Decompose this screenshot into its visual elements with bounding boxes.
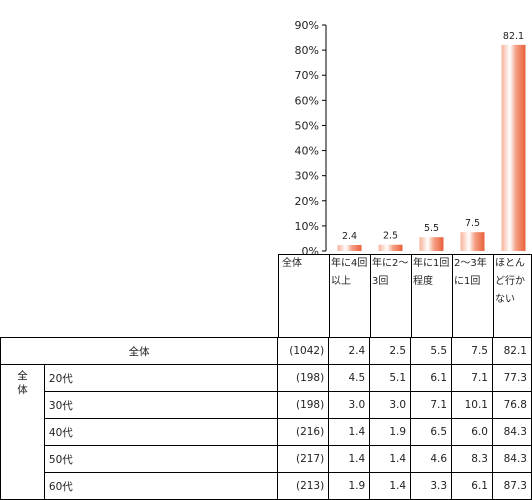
header-divider (493, 254, 494, 337)
row-n: (198) (277, 364, 330, 392)
table-row: 50代 (217) 1.4 1.4 4.6 8.3 84.3 (1, 445, 532, 473)
table-cell: 2.4 (328, 337, 371, 365)
bar (378, 244, 403, 251)
total-n: (1042) (277, 337, 330, 365)
table-row: 60代 (213) 1.9 1.4 3.3 6.1 87.3 (1, 472, 532, 500)
y-tick-label: 30% (295, 170, 319, 183)
row-n: (213) (277, 472, 330, 500)
table-cell: 82.1 (491, 337, 532, 365)
row-n: (216) (277, 418, 330, 446)
header-divider (329, 254, 330, 337)
table-cell: 77.3 (491, 364, 532, 392)
table-cell: 3.0 (369, 391, 412, 419)
bar-series: 2.4 2.5 5.5 7.5 82.1 (337, 31, 526, 252)
table-cell: 7.1 (451, 364, 493, 392)
header-divider (278, 254, 279, 337)
table-cell: 3.3 (410, 472, 453, 500)
row-label: 50代 (43, 445, 279, 473)
row-label: 20代 (43, 364, 279, 392)
category-label: 2～3年 に1回 (454, 258, 487, 287)
row-n: (198) (277, 391, 330, 419)
bar-chart: 0% 10% 20% 30% 40% 50% 60% 70% 80% 90% 2.4 2.5 5.5 7… (295, 19, 526, 258)
table-cell: 1.4 (328, 445, 371, 473)
header-divider (452, 254, 453, 337)
table-cell: 1.4 (328, 418, 371, 446)
category-label: 年に4回 以上 (331, 258, 368, 287)
y-axis: 0% 10% 20% 30% 40% 50% 60% 70% 80% 90% (295, 19, 327, 258)
bar-data-label: 7.5 (465, 218, 480, 229)
y-tick-label: 0% (302, 245, 319, 258)
bar (460, 232, 485, 251)
header-divider (370, 254, 371, 337)
table-cell: 5.5 (410, 337, 453, 365)
table-cell: 87.3 (491, 472, 532, 500)
data-table: 全体 (1042) 2.4 2.5 5.5 7.5 82.1 全 体 20代 (… (0, 337, 532, 500)
row-label: 30代 (43, 391, 279, 419)
table-cell: 4.6 (410, 445, 453, 473)
group-label: 全 体 (0, 364, 45, 500)
bar (419, 237, 444, 251)
y-tick-label: 50% (295, 119, 319, 132)
table-cell: 76.8 (491, 391, 532, 419)
table-cell: 2.5 (369, 337, 412, 365)
header-divider (278, 254, 532, 255)
row-label: 40代 (43, 418, 279, 446)
table-cell: 7.5 (451, 337, 493, 365)
table-cell: 6.0 (451, 418, 493, 446)
y-tick-label: 40% (295, 145, 319, 158)
table-cell: 4.5 (328, 364, 371, 392)
table-cell: 7.1 (410, 391, 453, 419)
y-tick-label: 10% (295, 220, 319, 233)
table-cell: 6.5 (410, 418, 453, 446)
table-row: 30代 (198) 3.0 3.0 7.1 10.1 76.8 (1, 391, 532, 419)
total-label: 全体 (0, 337, 279, 365)
table-cell: 10.1 (451, 391, 493, 419)
y-tick-label: 80% (295, 44, 319, 57)
bar-data-label: 2.4 (342, 231, 357, 242)
row-n: (217) (277, 445, 330, 473)
table-cell: 3.0 (328, 391, 371, 419)
table-cell: 1.4 (369, 445, 412, 473)
y-tick-label: 70% (295, 69, 319, 82)
row-label: 60代 (43, 472, 279, 500)
y-tick-label: 60% (295, 94, 319, 107)
table-cell: 84.3 (491, 445, 532, 473)
table-cell: 6.1 (451, 472, 493, 500)
bar (501, 44, 526, 252)
table-cell: 8.3 (451, 445, 493, 473)
table-cell: 5.1 (369, 364, 412, 392)
bar-data-label: 2.5 (383, 231, 398, 242)
category-label: ほとん ど行か ない (495, 258, 525, 305)
table-row: 40代 (216) 1.4 1.9 6.5 6.0 84.3 (1, 418, 532, 446)
y-tick-label: 20% (295, 195, 319, 208)
table-cell: 1.9 (369, 418, 412, 446)
header-total-label: 全体 (282, 258, 302, 269)
category-label: 年に2～ 3回 (372, 258, 409, 287)
category-label: 年に1回 程度 (413, 258, 450, 287)
table-cell: 1.4 (369, 472, 412, 500)
table-total-row: 全体 (1042) 2.4 2.5 5.5 7.5 82.1 (0, 337, 532, 365)
header-divider (411, 254, 412, 337)
bar-data-label: 5.5 (424, 223, 439, 234)
bar-data-label: 82.1 (503, 31, 524, 42)
table-cell: 6.1 (410, 364, 453, 392)
table-cell: 1.9 (328, 472, 371, 500)
table-row: 全 体 20代 (198) 4.5 5.1 6.1 7.1 77.3 (0, 364, 532, 500)
bar (337, 244, 362, 251)
y-tick-label: 90% (295, 19, 319, 32)
table-cell: 84.3 (491, 418, 532, 446)
